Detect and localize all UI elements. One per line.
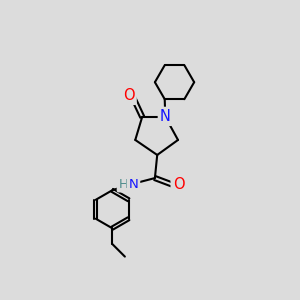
Text: N: N (128, 178, 138, 190)
Text: O: O (173, 177, 184, 192)
Text: O: O (123, 88, 135, 103)
Text: H: H (118, 178, 128, 190)
Text: N: N (160, 109, 171, 124)
